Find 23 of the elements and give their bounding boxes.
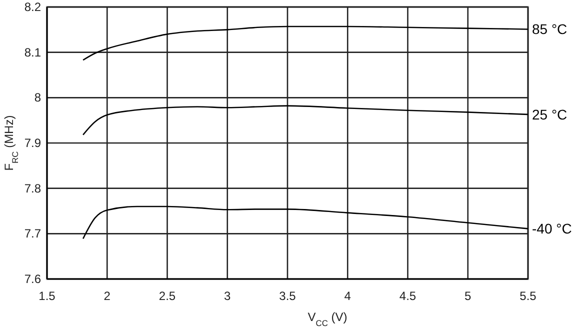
x-tick-label: 3 bbox=[224, 289, 232, 303]
series-label: -40 °C bbox=[532, 220, 572, 237]
line-series bbox=[82, 206, 529, 240]
x-tick-label: 5 bbox=[464, 289, 472, 303]
x-tick-label: 5.5 bbox=[520, 289, 537, 303]
line-series bbox=[82, 105, 529, 136]
x-tick-label: 3.5 bbox=[279, 289, 296, 303]
x-tick-label: 2 bbox=[104, 289, 111, 303]
y-tick-label: 7.6 bbox=[24, 272, 42, 286]
y-tick-label: 8.2 bbox=[24, 0, 42, 14]
x-tick-label: 2.5 bbox=[158, 289, 176, 303]
x-tick-label: 4.5 bbox=[399, 289, 416, 303]
x-axis-title: V$_{CC}$ (V) bbox=[308, 310, 348, 328]
line-series bbox=[82, 26, 529, 61]
y-tick-label: 7.7 bbox=[24, 226, 42, 241]
y-tick-label: 7.8 bbox=[24, 181, 42, 196]
x-tick-label: 4 bbox=[344, 289, 352, 303]
series-label: 25 °C bbox=[532, 106, 568, 122]
x-tick-label: 1.5 bbox=[38, 289, 56, 303]
y-tick-label: 8.1 bbox=[24, 45, 42, 60]
y-tick-label: 7.9 bbox=[24, 136, 42, 150]
y-tick-label: 8 bbox=[34, 90, 42, 105]
series-label: 85 °C bbox=[532, 21, 568, 38]
